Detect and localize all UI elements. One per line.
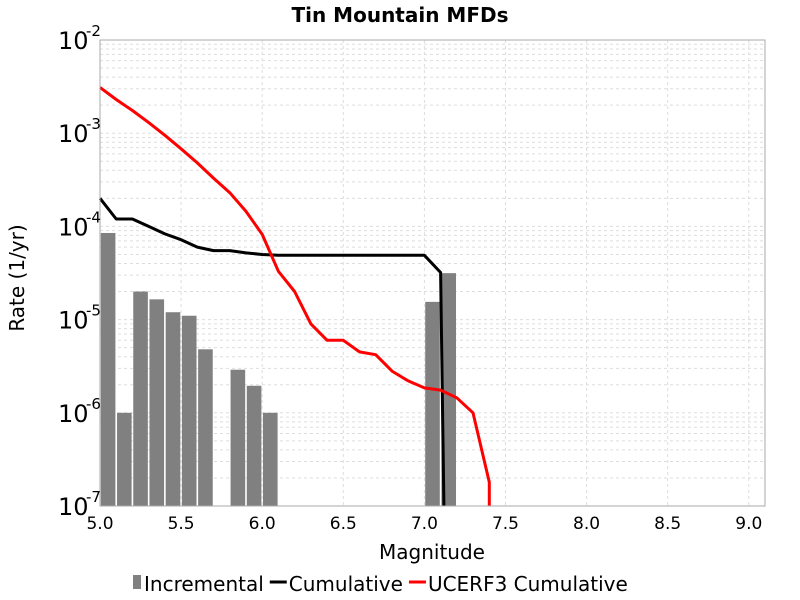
- bar: [425, 301, 440, 506]
- x-tick-labels: 5.0 5.5 6.0 6.5 7.0 7.5 8.0 8.5 9.0: [86, 514, 762, 534]
- bar: [133, 291, 148, 506]
- y-tick-labels: 10-210-310-410-510-610-7: [58, 22, 101, 521]
- y-tick-base: 10: [58, 213, 89, 241]
- y-axis-label: Rate (1/yr): [5, 224, 29, 331]
- x-axis-label: Magnitude: [379, 540, 485, 564]
- bar: [230, 369, 246, 506]
- y-tick-label: 10-4: [58, 208, 101, 241]
- legend-item: Incremental: [133, 572, 264, 596]
- y-tick-exponent: -5: [86, 302, 101, 320]
- bar: [441, 273, 457, 506]
- x-tick-label: 5.0: [86, 514, 113, 534]
- legend: Incremental Cumulative UCERF3 Cumulative: [133, 572, 628, 596]
- chart-title: Tin Mountain MFDs: [291, 3, 508, 27]
- y-tick-label: 10-2: [58, 22, 101, 55]
- x-tick-label: 6.0: [249, 514, 276, 534]
- legend-label: UCERF3 Cumulative: [428, 572, 628, 596]
- bar: [100, 232, 116, 506]
- bar: [198, 349, 213, 506]
- legend-item: Cumulative: [269, 572, 403, 596]
- x-tick-label: 8.0: [573, 514, 600, 534]
- bar: [246, 385, 262, 506]
- bars-incremental: [100, 232, 457, 506]
- x-tick-label: 6.5: [330, 514, 357, 534]
- series-line-ucerf3-cumulative: [99, 86, 491, 506]
- x-tick-label: 5.5: [168, 514, 195, 534]
- x-tick-label: 7.5: [492, 514, 519, 534]
- bar: [117, 412, 132, 506]
- y-tick-base: 10: [58, 307, 89, 335]
- legend-item: UCERF3 Cumulative: [408, 572, 628, 596]
- legend-swatch: [133, 575, 141, 589]
- x-tick-label: 9.0: [735, 514, 762, 534]
- y-tick-base: 10: [58, 27, 89, 55]
- plot-frame: [99, 39, 766, 507]
- legend-label: Cumulative: [289, 572, 403, 596]
- bar: [165, 312, 181, 506]
- y-tick-base: 10: [58, 493, 89, 521]
- series-lines: [98, 86, 491, 507]
- bar: [263, 412, 278, 506]
- x-tick-label: 8.5: [654, 514, 681, 534]
- legend-label: Incremental: [144, 572, 264, 596]
- y-tick-exponent: -3: [86, 115, 101, 133]
- series-line-cumulative: [98, 197, 446, 507]
- y-tick-base: 10: [58, 400, 89, 428]
- y-tick-label: 10-7: [58, 488, 101, 521]
- y-tick-label: 10-3: [58, 115, 101, 148]
- y-tick-exponent: -2: [86, 22, 101, 40]
- bar: [181, 315, 197, 506]
- x-tick-label: 7.0: [411, 514, 438, 534]
- y-tick-exponent: -4: [86, 208, 101, 226]
- y-tick-label: 10-6: [58, 395, 101, 428]
- bar: [149, 299, 165, 506]
- y-tick-exponent: -7: [86, 488, 101, 506]
- y-tick-exponent: -6: [86, 395, 101, 413]
- y-tick-base: 10: [58, 120, 89, 148]
- y-tick-label: 10-5: [58, 302, 101, 335]
